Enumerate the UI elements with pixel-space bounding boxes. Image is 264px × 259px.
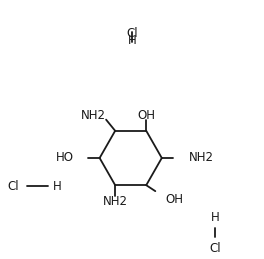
Text: H: H	[53, 180, 62, 193]
Text: HO: HO	[56, 152, 74, 164]
Text: H: H	[128, 34, 136, 47]
Text: Cl: Cl	[8, 180, 19, 193]
Text: OH: OH	[137, 109, 155, 122]
Text: Cl: Cl	[209, 242, 221, 255]
Text: NH2: NH2	[189, 152, 214, 164]
Text: NH2: NH2	[81, 109, 106, 122]
Text: Cl: Cl	[126, 27, 138, 40]
Text: OH: OH	[166, 193, 184, 206]
Text: NH2: NH2	[103, 196, 128, 208]
Text: H: H	[210, 211, 219, 224]
